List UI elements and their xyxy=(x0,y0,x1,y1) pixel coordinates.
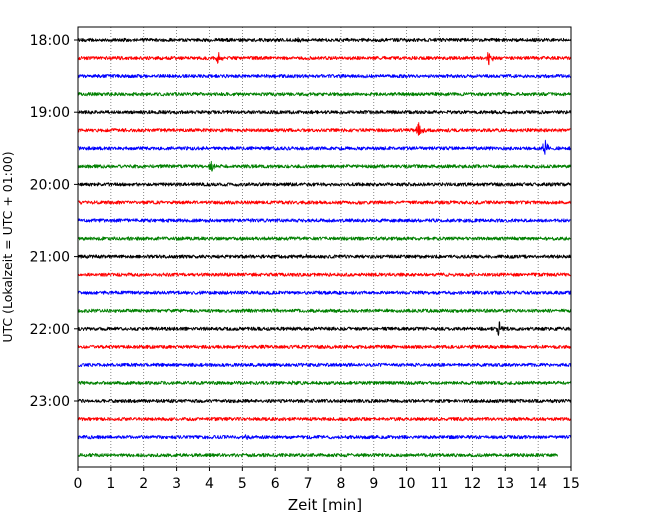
plot-frame xyxy=(77,26,572,468)
y-tick-label-1900: 19:00 xyxy=(30,105,70,121)
x-tick-label-2: 2 xyxy=(139,476,148,492)
x-tick-label-15: 15 xyxy=(562,476,580,492)
trace-2200 xyxy=(77,321,572,336)
trace-2330 xyxy=(77,434,572,440)
trace-1845 xyxy=(77,92,572,97)
trace-1830 xyxy=(77,73,572,79)
x-tick-label-0: 0 xyxy=(74,476,83,492)
x-axis-ticks: 0 1 2 3 4 5 6 7 8 9 10 11 12 13 14 15 xyxy=(74,467,580,492)
y-tick-label-2100: 21:00 xyxy=(30,250,70,266)
trace-2115 xyxy=(77,272,572,277)
trace-1815 xyxy=(77,52,572,66)
trace-1800 xyxy=(77,37,572,43)
x-axis-title: Zeit [min] xyxy=(288,496,362,514)
x-tick-label-6: 6 xyxy=(271,476,280,492)
x-tick-label-13: 13 xyxy=(496,476,514,492)
trace-2300 xyxy=(77,398,572,404)
trace-2215 xyxy=(77,344,572,349)
trace-2245 xyxy=(77,380,572,386)
trace-2045 xyxy=(77,236,572,241)
x-tick-label-5: 5 xyxy=(238,476,247,492)
y-axis-ticks: 18:00 19:00 20:00 21:00 22:00 23:00 xyxy=(30,33,78,410)
y-tick-label-2300: 23:00 xyxy=(30,394,70,410)
x-tick-label-10: 10 xyxy=(398,476,416,492)
x-tick-label-12: 12 xyxy=(463,476,481,492)
x-tick-label-1: 1 xyxy=(106,476,115,492)
x-tick-label-14: 14 xyxy=(529,476,547,492)
x-tick-label-7: 7 xyxy=(304,476,313,492)
x-tick-label-8: 8 xyxy=(336,476,345,492)
trace-1915 xyxy=(77,122,572,136)
x-tick-label-11: 11 xyxy=(431,476,449,492)
trace-1930 xyxy=(77,139,572,155)
y-tick-label-2200: 22:00 xyxy=(30,322,70,338)
trace-2000 xyxy=(77,182,572,187)
trace-2130 xyxy=(77,290,572,295)
x-tick-label-3: 3 xyxy=(172,476,181,492)
trace-2145 xyxy=(77,308,572,313)
trace-2100 xyxy=(77,253,572,259)
trace-2015 xyxy=(77,200,572,205)
trace-group xyxy=(77,37,572,458)
y-axis-title: UTC (Lokalzeit = UTC + 01:00) xyxy=(0,151,15,342)
trace-2030 xyxy=(77,218,572,223)
x-tick-label-9: 9 xyxy=(369,476,378,492)
y-tick-label-1800: 18:00 xyxy=(30,33,70,49)
trace-2230 xyxy=(77,362,572,368)
trace-1900 xyxy=(77,110,572,115)
trace-1945 xyxy=(77,160,572,172)
x-tick-label-4: 4 xyxy=(205,476,214,492)
trace-2345 xyxy=(77,453,559,458)
trace-2315 xyxy=(77,416,572,422)
y-tick-label-2000: 20:00 xyxy=(30,177,70,193)
